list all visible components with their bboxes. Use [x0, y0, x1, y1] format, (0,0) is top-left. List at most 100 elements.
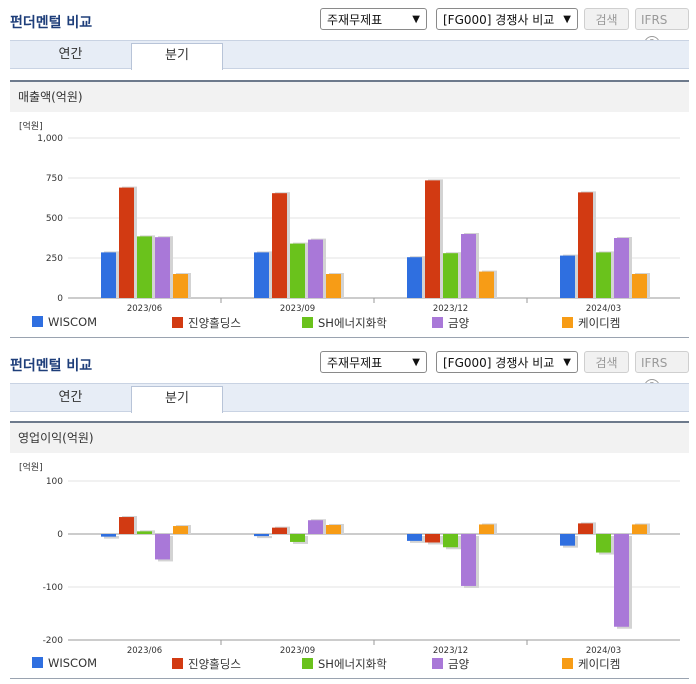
ifrs-label: IFRS — [641, 356, 668, 370]
x-tick-label: 2023/12 — [433, 304, 468, 314]
section-header: 펀더멘털 비교 주재무제표 ▼ [FG000] 경쟁사 비교 ▼ 검색 IFRS… — [0, 0, 696, 52]
legend-label: 금양 — [448, 316, 470, 330]
legend-item[interactable]: SH에너지화학 — [302, 656, 387, 672]
bar-진양홀딩스 — [119, 187, 134, 298]
legend-swatch — [32, 316, 43, 327]
bar-금양 — [155, 534, 170, 560]
legend-label: 진양홀딩스 — [188, 657, 241, 671]
bar-sh에너지화학 — [137, 531, 152, 534]
x-tick-label: 2023/06 — [127, 304, 162, 314]
legend-label: SH에너지화학 — [318, 657, 387, 671]
operating-profit-chart: -200 -100 0 100 2023/06 2023/09 2023/12 2024/03 — [43, 477, 680, 656]
x-tick-label: 2023/06 — [127, 646, 162, 656]
legend-label: 케이디켐 — [578, 657, 621, 671]
comparison-group-select[interactable]: [FG000] 경쟁사 비교 ▼ — [436, 351, 578, 373]
legend-item[interactable]: 케이디켐 — [562, 315, 620, 331]
legend-item[interactable]: WISCOM — [32, 656, 97, 672]
bar-진양홀딩스 — [425, 180, 440, 298]
legend-item[interactable]: SH에너지화학 — [302, 315, 387, 331]
chevron-down-icon: ▼ — [412, 14, 420, 25]
statement-type-select[interactable]: 주재무제표 ▼ — [320, 351, 427, 373]
search-button[interactable]: 검색 — [584, 8, 629, 30]
bar-금양 — [308, 520, 323, 534]
legend-swatch — [172, 317, 183, 328]
statement-type-value: 주재무제표 — [327, 356, 383, 370]
y-tick-label: 0 — [57, 294, 63, 304]
legend-swatch — [302, 317, 313, 328]
ifrs-button[interactable]: IFRS ? — [635, 8, 689, 52]
search-button[interactable]: 검색 — [584, 351, 629, 373]
y-tick-label: 1,000 — [37, 134, 63, 144]
x-tick-label: 2023/12 — [433, 646, 468, 656]
tab-annual[interactable]: 연간 — [58, 390, 83, 405]
bar-금양 — [461, 234, 476, 298]
bar-진양홀딩스 — [578, 192, 593, 298]
legend-item[interactable]: 금양 — [432, 656, 469, 672]
comparison-group-value: [FG000] 경쟁사 비교 — [443, 13, 555, 27]
bar-wiscom — [560, 534, 575, 546]
bar-shadow — [104, 536, 119, 539]
bar-sh에너지화학 — [290, 534, 305, 542]
bar-sh에너지화학 — [596, 252, 611, 298]
tab-annual[interactable]: 연간 — [58, 47, 83, 62]
bar-진양홀딩스 — [578, 523, 593, 534]
legend-swatch — [302, 658, 313, 669]
bar-sh에너지화학 — [290, 243, 305, 298]
tab-quarterly[interactable]: 분기 — [131, 386, 223, 413]
section-title: 펀더멘털 비교 — [10, 358, 93, 374]
legend-item[interactable]: WISCOM — [32, 315, 97, 331]
y-tick-label: 100 — [46, 477, 63, 487]
comparison-group-value: [FG000] 경쟁사 비교 — [443, 356, 555, 370]
bar-shadow — [257, 536, 272, 539]
ifrs-label: IFRS — [641, 13, 668, 27]
tab-quarterly[interactable]: 분기 — [131, 43, 223, 70]
bar-금양 — [614, 238, 629, 298]
comparison-group-select[interactable]: [FG000] 경쟁사 비교 ▼ — [436, 8, 578, 30]
panel-title: 매출액(억원) — [10, 82, 689, 112]
y-tick-label: 750 — [46, 174, 63, 184]
y-tick-label: -200 — [43, 636, 64, 646]
bar-금양 — [614, 534, 629, 627]
unit-label: [억원] — [19, 122, 43, 132]
bar-sh에너지화학 — [596, 534, 611, 553]
legend-item[interactable]: 진양홀딩스 — [172, 656, 241, 672]
period-tabs: 연간 분기 — [10, 40, 689, 70]
legend-swatch — [562, 658, 573, 669]
ifrs-button[interactable]: IFRS ? — [635, 351, 689, 395]
legend-item[interactable]: 금양 — [432, 315, 469, 331]
legend-swatch — [562, 317, 573, 328]
legend-swatch — [432, 658, 443, 669]
y-tick-label: 250 — [46, 254, 63, 264]
bar-케이디켐 — [479, 524, 494, 534]
bar-wiscom — [407, 257, 422, 298]
bar-진양홀딩스 — [272, 193, 287, 298]
legend-label: WISCOM — [48, 315, 98, 329]
revenue-chart: 0 250 500 750 1,000 2023/06 2023/09 2023/12 2024… — [37, 134, 680, 314]
chevron-down-icon: ▼ — [412, 357, 420, 368]
y-tick-label: 500 — [46, 214, 63, 224]
x-tick-label: 2024/03 — [586, 646, 621, 656]
chart-legend: WISCOM 진양홀딩스 SH에너지화학 금양 케이디켐 — [32, 315, 672, 331]
chevron-down-icon: ▼ — [563, 14, 571, 25]
legend-swatch — [32, 657, 43, 668]
panel-title: 영업이익(억원) — [10, 423, 689, 453]
section-header: 펀더멘털 비교 주재무제표 ▼ [FG000] 경쟁사 비교 ▼ 검색 IFRS… — [0, 343, 696, 395]
revenue-chart-panel: 매출액(억원) [억원] 0 250 500 750 1,000 2023/06 2023/… — [10, 80, 689, 338]
legend-item[interactable]: 진양홀딩스 — [172, 315, 241, 331]
bar-sh에너지화학 — [443, 534, 458, 548]
x-tick-label: 2023/09 — [280, 304, 315, 314]
statement-type-select[interactable]: 주재무제표 ▼ — [320, 8, 427, 30]
legend-label: 케이디켐 — [578, 316, 621, 330]
bar-케이디켐 — [173, 274, 188, 298]
legend-item[interactable]: 케이디켐 — [562, 656, 620, 672]
bar-wiscom — [101, 252, 116, 298]
bar-sh에너지화학 — [137, 236, 152, 298]
bar-금양 — [308, 239, 323, 298]
legend-label: 진양홀딩스 — [188, 316, 241, 330]
bar-케이디켐 — [632, 524, 647, 534]
bar-wiscom — [560, 255, 575, 298]
period-tabs: 연간 분기 — [10, 383, 689, 413]
section-title: 펀더멘털 비교 — [10, 15, 93, 31]
bar-케이디켐 — [173, 526, 188, 534]
legend-label: WISCOM — [48, 656, 98, 670]
